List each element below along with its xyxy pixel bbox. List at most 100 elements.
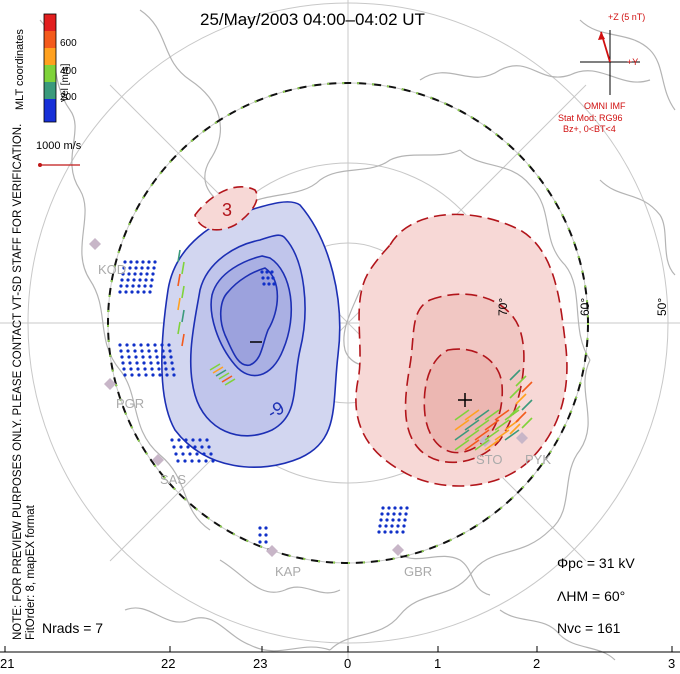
mlt-label-0: 0 bbox=[344, 656, 352, 671]
radar-vector-point bbox=[143, 284, 147, 288]
radar-vector-point bbox=[190, 459, 194, 463]
radar-vector-point bbox=[169, 355, 173, 359]
radar-vector-point bbox=[155, 355, 159, 359]
imf-z-label: +Z (5 nT) bbox=[608, 12, 646, 22]
radar-vector-arrow bbox=[474, 439, 490, 451]
radar-vector-arrow bbox=[177, 297, 181, 311]
radar-vector-point bbox=[405, 506, 409, 510]
radar-vector-arrow bbox=[474, 429, 490, 441]
radar-vector-point bbox=[124, 290, 128, 294]
mlt-label-1: 1 bbox=[434, 656, 442, 671]
radar-vector-point bbox=[144, 373, 148, 377]
radar-vector-point bbox=[143, 367, 147, 371]
radar-vector-point bbox=[266, 276, 270, 280]
coastlines bbox=[39, 9, 676, 661]
radar-vector-point bbox=[393, 506, 397, 510]
radar-vector-point bbox=[164, 367, 168, 371]
radar-vector-point bbox=[163, 361, 167, 365]
cross-polar-potential: Φpc = 31 kV bbox=[557, 555, 635, 571]
radar-vector-point bbox=[170, 361, 174, 365]
radar-vector-point bbox=[118, 290, 122, 294]
radar-vector-arrow bbox=[515, 375, 527, 387]
radar-vector-point bbox=[158, 373, 162, 377]
radar-vector-point bbox=[153, 260, 157, 264]
radar-vector-point bbox=[188, 452, 192, 456]
radar-vector-arrow bbox=[521, 399, 533, 411]
mlt-label-23: 23 bbox=[253, 656, 268, 671]
coordinate-system-label: MLT coordinates bbox=[14, 29, 26, 110]
radar-vector-point bbox=[128, 361, 132, 365]
radar-vector-point bbox=[120, 355, 124, 359]
radar-vector-arrow bbox=[494, 419, 510, 431]
mlt-label-22: 22 bbox=[161, 656, 176, 671]
radar-vector-arrow bbox=[177, 249, 181, 263]
radar-vector-point bbox=[267, 282, 271, 286]
radar-vector-point bbox=[154, 349, 158, 353]
vel-tick-400: 400 bbox=[60, 66, 77, 77]
radar-vector-arrow bbox=[454, 439, 470, 451]
radar-vector-point bbox=[148, 290, 152, 294]
radar-vector-point bbox=[127, 272, 131, 276]
radar-vector-point bbox=[146, 343, 150, 347]
radar-vector-point bbox=[184, 438, 188, 442]
map-title: 25/May/2003 04:00–04:02 UT bbox=[200, 10, 425, 29]
radar-vector-arrow bbox=[509, 423, 521, 435]
radar-vector-point bbox=[386, 512, 390, 516]
imf-dial bbox=[580, 30, 640, 95]
radar-vector-point bbox=[258, 533, 262, 537]
station-pgr: PGR bbox=[116, 396, 145, 411]
radar-vector-point bbox=[134, 266, 138, 270]
imf-condition: Bz+, 0<BT<4 bbox=[563, 124, 616, 134]
station-kod: KOD bbox=[98, 262, 127, 277]
radar-vector-point bbox=[131, 284, 135, 288]
radar-vector-point bbox=[401, 530, 405, 534]
radar-vector-point bbox=[265, 270, 269, 274]
radar-vector-arrow bbox=[181, 309, 185, 323]
station-markers bbox=[89, 238, 528, 557]
radar-vector-point bbox=[160, 343, 164, 347]
radar-vector-point bbox=[135, 361, 139, 365]
radar-vector-point bbox=[395, 530, 399, 534]
radar-vector-point bbox=[390, 524, 394, 528]
radar-vector-arrow bbox=[454, 419, 470, 431]
radar-vector-point bbox=[172, 445, 176, 449]
radar-vector-point bbox=[152, 266, 156, 270]
radar-vector-point bbox=[119, 284, 123, 288]
radar-vector-point bbox=[147, 260, 151, 264]
radar-vector-point bbox=[172, 373, 176, 377]
radar-vector-point bbox=[139, 272, 143, 276]
radar-vector-point bbox=[120, 278, 124, 282]
radar-vector-point bbox=[129, 260, 133, 264]
radar-vector-point bbox=[260, 270, 264, 274]
radar-vector-point bbox=[137, 373, 141, 377]
radar-vector-point bbox=[384, 524, 388, 528]
radar-vector-arrow bbox=[515, 393, 527, 405]
radar-vector-arrow bbox=[484, 419, 500, 431]
radar-vector-arrow bbox=[484, 429, 500, 441]
radar-vector-arrow bbox=[464, 419, 480, 431]
radar-vector-point bbox=[262, 282, 266, 286]
radar-vector-point bbox=[392, 512, 396, 516]
radar-vector-point bbox=[191, 438, 195, 442]
radar-vector-arrow bbox=[509, 405, 521, 417]
radar-vector-point bbox=[149, 361, 153, 365]
radar-vector-arrow bbox=[464, 409, 480, 421]
radar-vector-point bbox=[171, 367, 175, 371]
radar-vector-point bbox=[258, 540, 262, 544]
radar-vector-point bbox=[125, 343, 129, 347]
radar-vector-arrow bbox=[177, 321, 181, 335]
radar-vector-point bbox=[134, 355, 138, 359]
radar-vector-point bbox=[271, 276, 275, 280]
radar-vector-point bbox=[119, 349, 123, 353]
radar-vector-point bbox=[127, 355, 131, 359]
radar-vector-point bbox=[128, 266, 132, 270]
radar-vector-point bbox=[399, 506, 403, 510]
radar-vector-point bbox=[202, 452, 206, 456]
radar-vector-point bbox=[162, 355, 166, 359]
radar-vector-point bbox=[149, 284, 153, 288]
radar-vector-point bbox=[156, 361, 160, 365]
radar-vector-point bbox=[391, 518, 395, 522]
imf-source: OMNI IMF bbox=[584, 101, 626, 111]
radar-vector-point bbox=[264, 526, 268, 530]
radar-vector-point bbox=[148, 355, 152, 359]
